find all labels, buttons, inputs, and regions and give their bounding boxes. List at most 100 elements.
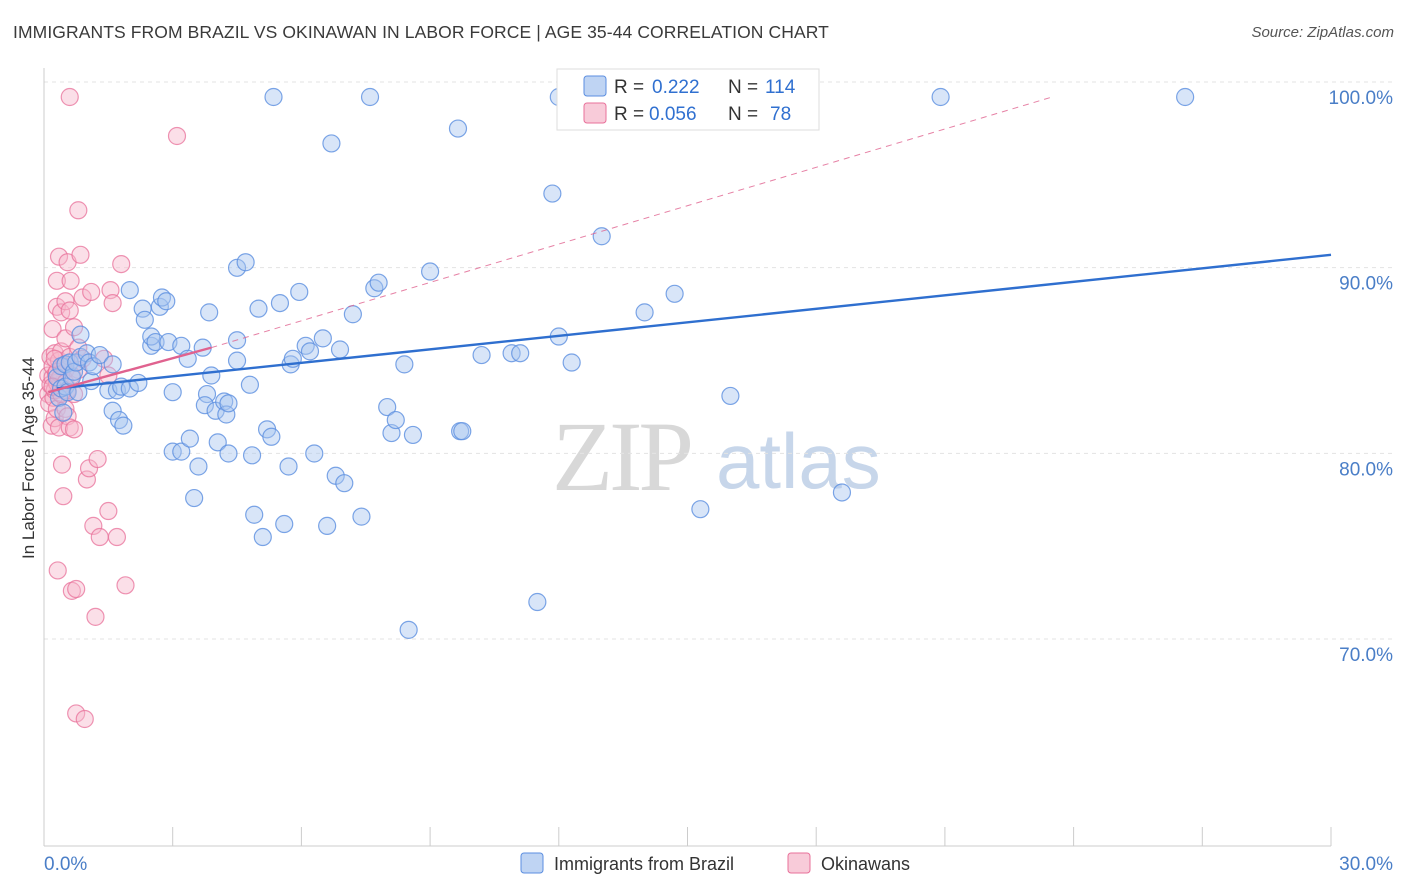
brazil-point bbox=[721, 386, 740, 406]
y-tick-label-70: 70.0% bbox=[1339, 645, 1393, 666]
brazil-trend-line bbox=[56, 253, 1332, 390]
brazil-point bbox=[219, 444, 238, 463]
okinawans-point bbox=[52, 455, 72, 474]
brazil-point bbox=[931, 87, 950, 107]
brazil-point bbox=[511, 344, 530, 363]
legend-n-value-okinawans: 78 bbox=[770, 104, 791, 125]
source-attribution: Source: ZipAtlas.com bbox=[1251, 24, 1394, 41]
okinawans-point bbox=[107, 527, 127, 547]
y-tick-label-80: 80.0% bbox=[1339, 459, 1393, 480]
correlation-legend: R = 0.222 N = 114 R = 0.056 N = 78 bbox=[556, 68, 820, 131]
bottom-legend-label-brazil: Immigrants from Brazil bbox=[554, 854, 734, 874]
brazil-point bbox=[71, 325, 90, 344]
okinawans-point bbox=[86, 607, 105, 626]
okinawans-point bbox=[75, 709, 94, 729]
legend-swatch-okinawans bbox=[583, 102, 607, 124]
brazil-point bbox=[562, 353, 581, 372]
brazil-point bbox=[172, 442, 191, 461]
watermark-zip: ZIP bbox=[552, 401, 690, 512]
okinawans-point bbox=[90, 527, 109, 547]
okinawans-point bbox=[77, 470, 97, 489]
okinawans-point bbox=[47, 271, 66, 290]
okinawans-point bbox=[71, 245, 90, 264]
legend-swatch-brazil bbox=[583, 75, 607, 97]
brazil-point bbox=[189, 457, 208, 476]
brazil-point bbox=[343, 305, 362, 324]
trend-lines bbox=[47, 96, 1332, 394]
brazil-point bbox=[202, 366, 221, 385]
brazil-point bbox=[472, 345, 491, 365]
legend-r-value-brazil: 0.222 bbox=[652, 77, 700, 98]
brazil-point bbox=[665, 284, 684, 303]
legend-r-label-okinawans: R = bbox=[614, 104, 644, 125]
brazil-point bbox=[330, 340, 350, 359]
bottom-legend-swatch-brazil bbox=[520, 852, 544, 874]
brazil-point bbox=[300, 342, 320, 361]
legend-r-label-brazil: R = bbox=[614, 77, 644, 98]
okinawans-trend-extension bbox=[211, 96, 1053, 349]
brazil-point bbox=[360, 87, 380, 107]
brazil-point bbox=[120, 280, 139, 300]
brazil-point bbox=[103, 355, 122, 374]
legend-n-value-brazil: 114 bbox=[765, 77, 796, 98]
brazil-point bbox=[395, 355, 414, 374]
okinawans-point bbox=[103, 293, 122, 313]
okinawans-point bbox=[54, 487, 73, 506]
brazil-point bbox=[103, 401, 122, 420]
okinawans-point bbox=[99, 501, 118, 521]
brazil-point bbox=[279, 457, 298, 476]
brazil-point bbox=[832, 483, 852, 502]
brazil-point bbox=[262, 427, 281, 446]
okinawans-point bbox=[88, 449, 107, 469]
brazil-point bbox=[195, 396, 214, 415]
okinawans-point bbox=[64, 318, 84, 337]
brazil-point bbox=[635, 303, 654, 322]
brazil-point bbox=[421, 262, 440, 281]
brazil-point bbox=[240, 375, 260, 394]
brazil-point bbox=[313, 329, 332, 348]
brazil-point bbox=[219, 394, 238, 413]
brazil-point bbox=[369, 273, 388, 292]
okinawans-point bbox=[84, 516, 103, 535]
legend-r-value-okinawans: 0.056 bbox=[649, 104, 697, 125]
chart-title: IMMIGRANTS FROM BRAZIL VS OKINAWAN IN LA… bbox=[13, 22, 829, 42]
brazil-point bbox=[691, 500, 710, 519]
brazil-point bbox=[157, 292, 176, 311]
legend-n-label-okinawans: N = bbox=[728, 104, 758, 125]
y-axis-ticks: 70.0% 80.0% 90.0% 100.0% bbox=[1329, 88, 1394, 666]
brazil-point bbox=[245, 505, 264, 524]
brazil-point bbox=[543, 184, 562, 203]
y-axis-label: In Labor Force | Age 35-44 bbox=[19, 357, 38, 559]
brazil-point bbox=[528, 592, 547, 612]
brazil-point bbox=[386, 410, 405, 430]
brazil-point bbox=[403, 425, 423, 445]
okinawans-point bbox=[43, 319, 62, 339]
brazil-point bbox=[84, 357, 103, 376]
okinawans-point bbox=[60, 301, 79, 320]
okinawans-point bbox=[116, 576, 135, 595]
x-axis-minor-ticks bbox=[172, 827, 1332, 846]
bottom-legend-label-okinawans: Okinawans bbox=[821, 854, 910, 874]
brazil-point bbox=[249, 299, 268, 318]
brazil-point bbox=[264, 87, 283, 107]
okinawans-point bbox=[67, 579, 86, 599]
brazil-point bbox=[352, 507, 371, 526]
okinawans-point bbox=[82, 282, 101, 302]
brazil-point bbox=[163, 383, 182, 402]
okinawans-point bbox=[45, 349, 64, 368]
brazil-point bbox=[217, 405, 236, 424]
y-tick-label-90: 90.0% bbox=[1339, 274, 1393, 295]
brazil-point bbox=[60, 353, 79, 372]
brazil-point bbox=[200, 303, 219, 322]
brazil-point bbox=[453, 422, 472, 441]
watermark-atlas: atlas bbox=[716, 417, 881, 505]
brazil-point bbox=[242, 446, 262, 465]
x-tick-label-min: 0.0% bbox=[44, 854, 87, 875]
brazil-point bbox=[236, 253, 255, 272]
brazil-point bbox=[197, 384, 217, 404]
okinawans-point bbox=[69, 201, 88, 220]
okinawans-point bbox=[167, 126, 187, 146]
brazil-point bbox=[135, 310, 154, 329]
okinawans-point bbox=[56, 292, 75, 311]
brazil-point bbox=[305, 444, 324, 463]
